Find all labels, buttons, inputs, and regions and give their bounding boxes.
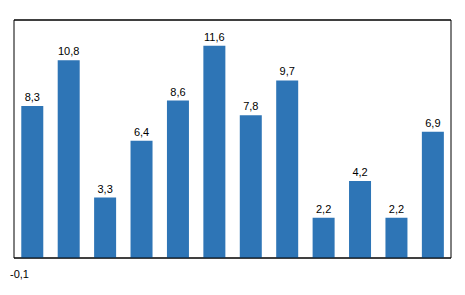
- svg-text:6,4: 6,4: [134, 126, 149, 138]
- svg-text:10,8: 10,8: [58, 45, 79, 57]
- svg-text:4,2: 4,2: [352, 166, 367, 178]
- svg-text:2,2: 2,2: [316, 203, 331, 215]
- svg-text:8,3: 8,3: [25, 91, 40, 103]
- svg-text:9,7: 9,7: [280, 65, 295, 77]
- svg-text:6,9: 6,9: [425, 117, 440, 129]
- svg-text:2,2: 2,2: [389, 203, 404, 215]
- html-text:-0,1: -0,1: [10, 268, 29, 280]
- svg-text:3,3: 3,3: [97, 183, 112, 195]
- svg-text:7,8: 7,8: [243, 100, 258, 112]
- svg-text:8,6: 8,6: [170, 86, 185, 98]
- svg-text:11,6: 11,6: [204, 31, 225, 43]
